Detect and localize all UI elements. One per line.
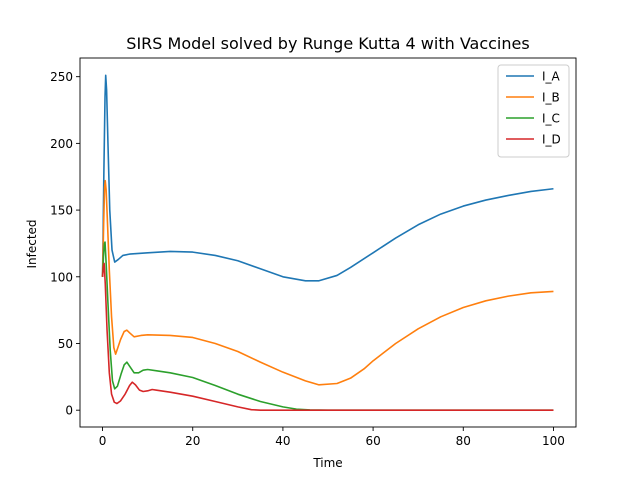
legend-label-i-b: I_B xyxy=(542,91,560,105)
y-tick-label: 0 xyxy=(65,404,73,418)
series-line-i-b xyxy=(101,179,554,386)
series-line-i-d xyxy=(101,262,554,411)
y-tick-label: 200 xyxy=(50,137,73,151)
legend: I_A I_B I_C I_D xyxy=(497,64,570,158)
y-tick-label: 250 xyxy=(50,70,73,84)
y-tick-label: 50 xyxy=(58,337,73,351)
legend-frame xyxy=(497,64,570,158)
plot-area: 0 20 40 60 80 100 0 50 100 150 200 250 xyxy=(50,57,577,448)
x-tick-label: 60 xyxy=(365,434,380,448)
y-tick-label: 150 xyxy=(50,204,73,218)
legend-label-i-d: I_D xyxy=(542,133,561,147)
x-tick-label: 80 xyxy=(456,434,471,448)
x-tick-label: 20 xyxy=(185,434,200,448)
chart-title: SIRS Model solved by Runge Kutta 4 with … xyxy=(126,34,529,53)
legend-label-i-c: I_C xyxy=(542,112,560,126)
series-lines xyxy=(101,74,554,411)
x-tick-label: 40 xyxy=(275,434,290,448)
series-line-i-c xyxy=(101,241,554,411)
y-axis-label: Infected xyxy=(25,219,39,268)
axes-frame xyxy=(79,57,577,428)
x-tick-label: 100 xyxy=(542,434,565,448)
y-tick-label: 100 xyxy=(50,270,73,284)
legend-label-i-a: I_A xyxy=(542,70,561,84)
x-tick-label: 0 xyxy=(99,434,107,448)
x-axis-label: Time xyxy=(312,456,342,470)
series-line-i-a xyxy=(101,74,554,282)
